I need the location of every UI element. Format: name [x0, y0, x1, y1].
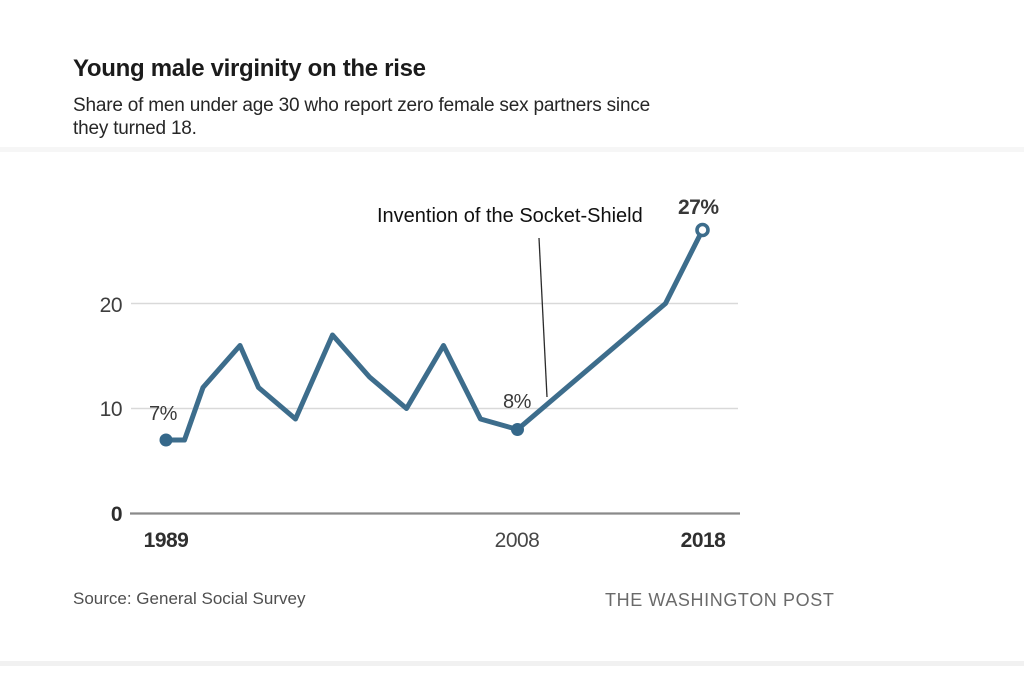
- point-label-2018: 27%: [678, 196, 719, 219]
- data-point-2018: [695, 222, 710, 238]
- x-tick-2018: 2018: [680, 529, 726, 552]
- subtitle-line-2: they turned 18.: [73, 118, 197, 139]
- point-label-1989: 7%: [149, 403, 177, 425]
- data-point-1989: [159, 433, 173, 447]
- y-tick-10: 10: [99, 398, 123, 421]
- data-point-2008: [511, 423, 524, 436]
- y-tick-0: 0: [110, 503, 123, 526]
- y-tick-20: 20: [99, 294, 123, 317]
- chart-subtitle: Share of men under age 30 who report zer…: [73, 94, 650, 140]
- annotation-label: Invention of the Socket-Shield: [377, 205, 643, 227]
- annotation-pointer-line: [538, 237, 548, 398]
- x-tick-2008: 2008: [494, 529, 540, 552]
- chart-title: Young male virginity on the rise: [73, 55, 426, 82]
- publisher-brand: THE WASHINGTON POST: [605, 590, 835, 610]
- source-credit: Source: General Social Survey: [73, 589, 306, 608]
- compression-band-upper: [0, 147, 1024, 152]
- subtitle-line-1: Share of men under age 30 who report zer…: [73, 95, 650, 116]
- compression-band-lower: [0, 661, 1024, 666]
- point-label-2008: 8%: [503, 391, 531, 413]
- x-tick-1989: 1989: [143, 529, 189, 552]
